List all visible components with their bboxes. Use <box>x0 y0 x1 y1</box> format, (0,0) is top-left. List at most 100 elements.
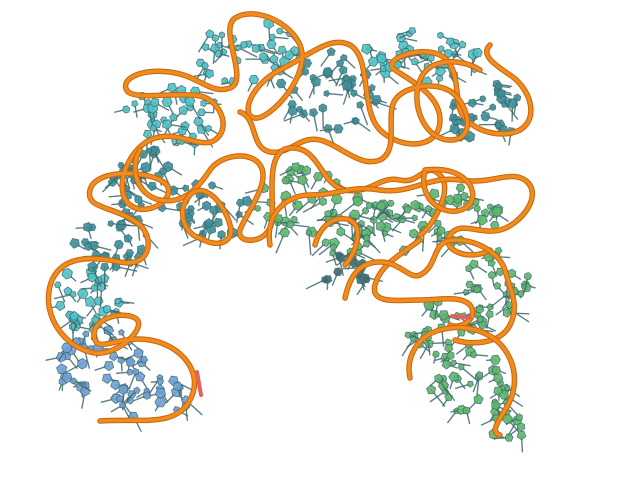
base-ring-294 <box>437 31 444 39</box>
base-ring-287 <box>437 45 445 53</box>
base-ring-300 <box>361 43 373 55</box>
base-ring-192 <box>149 97 160 108</box>
base-ring-226 <box>284 49 295 61</box>
base-ring-558 <box>489 354 501 365</box>
base-ring-40 <box>110 380 121 391</box>
base-ring-229 <box>201 43 210 52</box>
base-ring-328 <box>494 121 502 129</box>
base-ring-74 <box>54 281 62 289</box>
strand-end-marker-0 <box>195 370 203 397</box>
backbone-core-9 <box>313 217 360 267</box>
base-ring-572 <box>516 422 526 432</box>
base-ring-63 <box>77 288 89 299</box>
base-ring-303 <box>445 37 455 47</box>
base-ring-48 <box>118 384 129 396</box>
base-ring-234 <box>323 90 331 97</box>
base-ring-204 <box>268 33 277 41</box>
base-ring-428 <box>330 243 338 251</box>
base-ring-574 <box>516 430 527 441</box>
base-ring-250 <box>275 78 287 89</box>
base-ring-60 <box>132 368 140 376</box>
base-ring-501 <box>523 272 532 281</box>
base-ring-86 <box>69 291 77 299</box>
base-ring-462 <box>476 214 488 226</box>
base-ring-315 <box>480 111 491 122</box>
base-ring-155 <box>117 162 125 169</box>
base-ring-21 <box>133 347 144 359</box>
base-ring-95 <box>96 282 107 293</box>
base-ring-57 <box>154 396 167 408</box>
base-ring-418 <box>363 239 371 248</box>
base-ring-23 <box>126 368 134 376</box>
base-ring-521 <box>404 331 412 339</box>
base-ring-41 <box>156 377 165 385</box>
backbone-core-7 <box>407 325 517 437</box>
base-ring-78 <box>90 284 98 293</box>
base-ring-488 <box>472 285 481 294</box>
base-ring-553 <box>466 380 474 388</box>
base-ring-427 <box>361 207 370 215</box>
base-ring-359 <box>208 181 217 190</box>
base-ring-311 <box>479 95 487 103</box>
base-ring-225 <box>266 39 277 50</box>
base-ring-421 <box>376 221 387 232</box>
base-ring-268 <box>287 105 298 117</box>
base-ring-349 <box>204 218 214 228</box>
base-ring-547 <box>473 394 484 405</box>
base-ring-232 <box>251 43 261 53</box>
base-ring-176 <box>142 129 153 139</box>
base-ring-59 <box>154 387 167 399</box>
base-ring-125 <box>84 242 93 252</box>
base-ring-309 <box>472 47 483 58</box>
backbone-core-0 <box>46 12 533 423</box>
base-ring-269 <box>356 101 365 109</box>
base-ring-434 <box>362 234 371 242</box>
base-ring-417 <box>321 238 330 247</box>
base-ring-256 <box>338 65 348 75</box>
base-ring-356 <box>217 230 226 240</box>
base-ring-282 <box>408 27 417 35</box>
base-ring-220 <box>205 29 215 39</box>
base-ring-363 <box>235 198 245 208</box>
base-ring-138 <box>147 181 157 192</box>
base-ring-457 <box>437 225 446 236</box>
base-ring-500 <box>485 310 494 319</box>
base-ring-37 <box>77 358 88 370</box>
base-ring-102 <box>87 261 99 273</box>
base-ring-376 <box>279 227 291 238</box>
base-ring-109 <box>113 239 124 250</box>
base-ring-265 <box>342 74 350 82</box>
base-ring-414 <box>387 199 395 207</box>
base-ring-97 <box>69 238 80 249</box>
base-ring-228 <box>239 41 248 49</box>
base-ring-469 <box>460 191 469 201</box>
base-ring-570 <box>515 413 523 422</box>
base-ring-336 <box>496 88 506 99</box>
base-ring-93 <box>102 304 112 314</box>
base-ring-494 <box>487 270 496 280</box>
base-ring-395 <box>305 229 313 237</box>
base-ring-552 <box>470 351 478 359</box>
base-ring-5 <box>103 361 115 372</box>
base-ring-260 <box>368 83 376 91</box>
base-ring-189 <box>131 100 139 108</box>
base-ring-586 <box>333 267 343 277</box>
base-ring-497 <box>465 264 473 273</box>
base-ring-249 <box>326 47 336 56</box>
base-ring-174 <box>193 116 204 127</box>
base-ring-460 <box>473 204 481 213</box>
base-ring-439 <box>480 208 490 218</box>
base-ring-292 <box>410 57 419 66</box>
base-ring-196 <box>211 34 219 43</box>
base-ring-590 <box>321 276 329 284</box>
base-ring-7 <box>101 373 113 384</box>
base-ring-499 <box>517 290 525 298</box>
base-ring-206 <box>201 62 209 70</box>
base-ring-525 <box>478 320 487 330</box>
base-ring-504 <box>432 350 440 359</box>
base-ring-533 <box>426 384 437 395</box>
base-ring-379 <box>297 174 309 186</box>
base-ring-374 <box>301 165 312 176</box>
base-ring-101 <box>100 263 110 272</box>
